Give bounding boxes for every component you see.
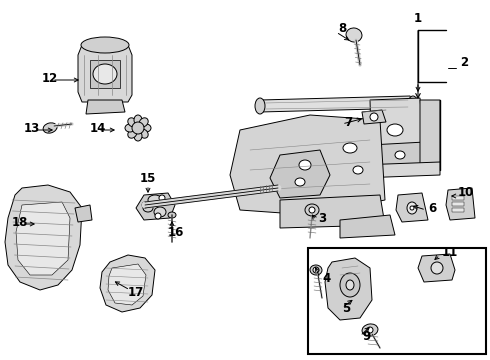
Text: 17: 17 xyxy=(128,285,144,298)
Ellipse shape xyxy=(43,123,57,133)
Polygon shape xyxy=(136,193,175,220)
Polygon shape xyxy=(446,188,475,220)
Text: 12: 12 xyxy=(42,72,58,85)
Ellipse shape xyxy=(143,204,153,212)
Polygon shape xyxy=(370,142,428,168)
Polygon shape xyxy=(370,98,425,168)
Ellipse shape xyxy=(387,124,403,136)
Ellipse shape xyxy=(168,212,176,218)
Ellipse shape xyxy=(395,151,405,159)
Ellipse shape xyxy=(128,129,137,138)
Text: 3: 3 xyxy=(318,211,326,225)
Polygon shape xyxy=(325,258,372,320)
Text: 2: 2 xyxy=(460,55,468,68)
Polygon shape xyxy=(230,115,385,215)
Ellipse shape xyxy=(155,213,161,219)
Polygon shape xyxy=(75,205,92,222)
Polygon shape xyxy=(340,215,395,238)
Ellipse shape xyxy=(310,265,322,275)
Ellipse shape xyxy=(346,28,362,42)
Text: 7: 7 xyxy=(344,116,352,129)
Ellipse shape xyxy=(134,115,142,125)
Text: 9: 9 xyxy=(362,329,370,342)
Ellipse shape xyxy=(410,206,414,210)
Text: 11: 11 xyxy=(442,246,458,258)
Polygon shape xyxy=(108,264,146,305)
Polygon shape xyxy=(5,185,82,290)
Ellipse shape xyxy=(299,160,311,170)
Ellipse shape xyxy=(148,195,162,205)
Polygon shape xyxy=(362,110,386,124)
Ellipse shape xyxy=(305,204,319,216)
Ellipse shape xyxy=(141,124,151,132)
Ellipse shape xyxy=(93,64,117,84)
Ellipse shape xyxy=(408,96,418,112)
Text: 6: 6 xyxy=(428,202,436,215)
Ellipse shape xyxy=(134,131,142,141)
Text: 4: 4 xyxy=(322,271,330,284)
Ellipse shape xyxy=(154,207,166,217)
Ellipse shape xyxy=(313,267,319,273)
Ellipse shape xyxy=(125,124,135,132)
Text: 8: 8 xyxy=(338,22,346,35)
Polygon shape xyxy=(260,96,415,112)
Ellipse shape xyxy=(139,129,148,138)
Polygon shape xyxy=(100,255,155,312)
Text: 16: 16 xyxy=(168,225,184,238)
Ellipse shape xyxy=(367,327,373,333)
Text: 10: 10 xyxy=(458,185,474,198)
Ellipse shape xyxy=(159,195,165,201)
Ellipse shape xyxy=(139,118,148,127)
Text: 14: 14 xyxy=(90,122,106,135)
Bar xyxy=(308,248,486,354)
Ellipse shape xyxy=(343,143,357,153)
Bar xyxy=(452,202,464,206)
Ellipse shape xyxy=(142,202,148,208)
Text: 5: 5 xyxy=(342,302,350,315)
Ellipse shape xyxy=(346,280,354,290)
Polygon shape xyxy=(78,45,132,102)
Ellipse shape xyxy=(128,118,137,127)
Polygon shape xyxy=(418,254,455,282)
Ellipse shape xyxy=(431,262,443,274)
Ellipse shape xyxy=(81,37,129,53)
Polygon shape xyxy=(16,202,70,275)
Ellipse shape xyxy=(362,324,378,336)
Polygon shape xyxy=(396,193,428,222)
Bar xyxy=(90,60,120,88)
Ellipse shape xyxy=(295,178,305,186)
Text: 13: 13 xyxy=(24,122,40,135)
Text: 15: 15 xyxy=(140,171,156,184)
Polygon shape xyxy=(270,150,330,198)
Text: 1: 1 xyxy=(414,12,422,24)
Ellipse shape xyxy=(370,113,378,121)
Polygon shape xyxy=(86,100,125,114)
Ellipse shape xyxy=(340,273,360,297)
Ellipse shape xyxy=(255,98,265,114)
Polygon shape xyxy=(360,162,440,178)
Bar xyxy=(452,196,464,200)
Ellipse shape xyxy=(407,202,417,214)
Bar xyxy=(452,208,464,212)
Ellipse shape xyxy=(353,166,363,174)
Polygon shape xyxy=(420,100,440,170)
Polygon shape xyxy=(280,195,385,228)
Ellipse shape xyxy=(132,122,144,134)
Text: 18: 18 xyxy=(12,216,28,229)
Ellipse shape xyxy=(309,207,315,213)
